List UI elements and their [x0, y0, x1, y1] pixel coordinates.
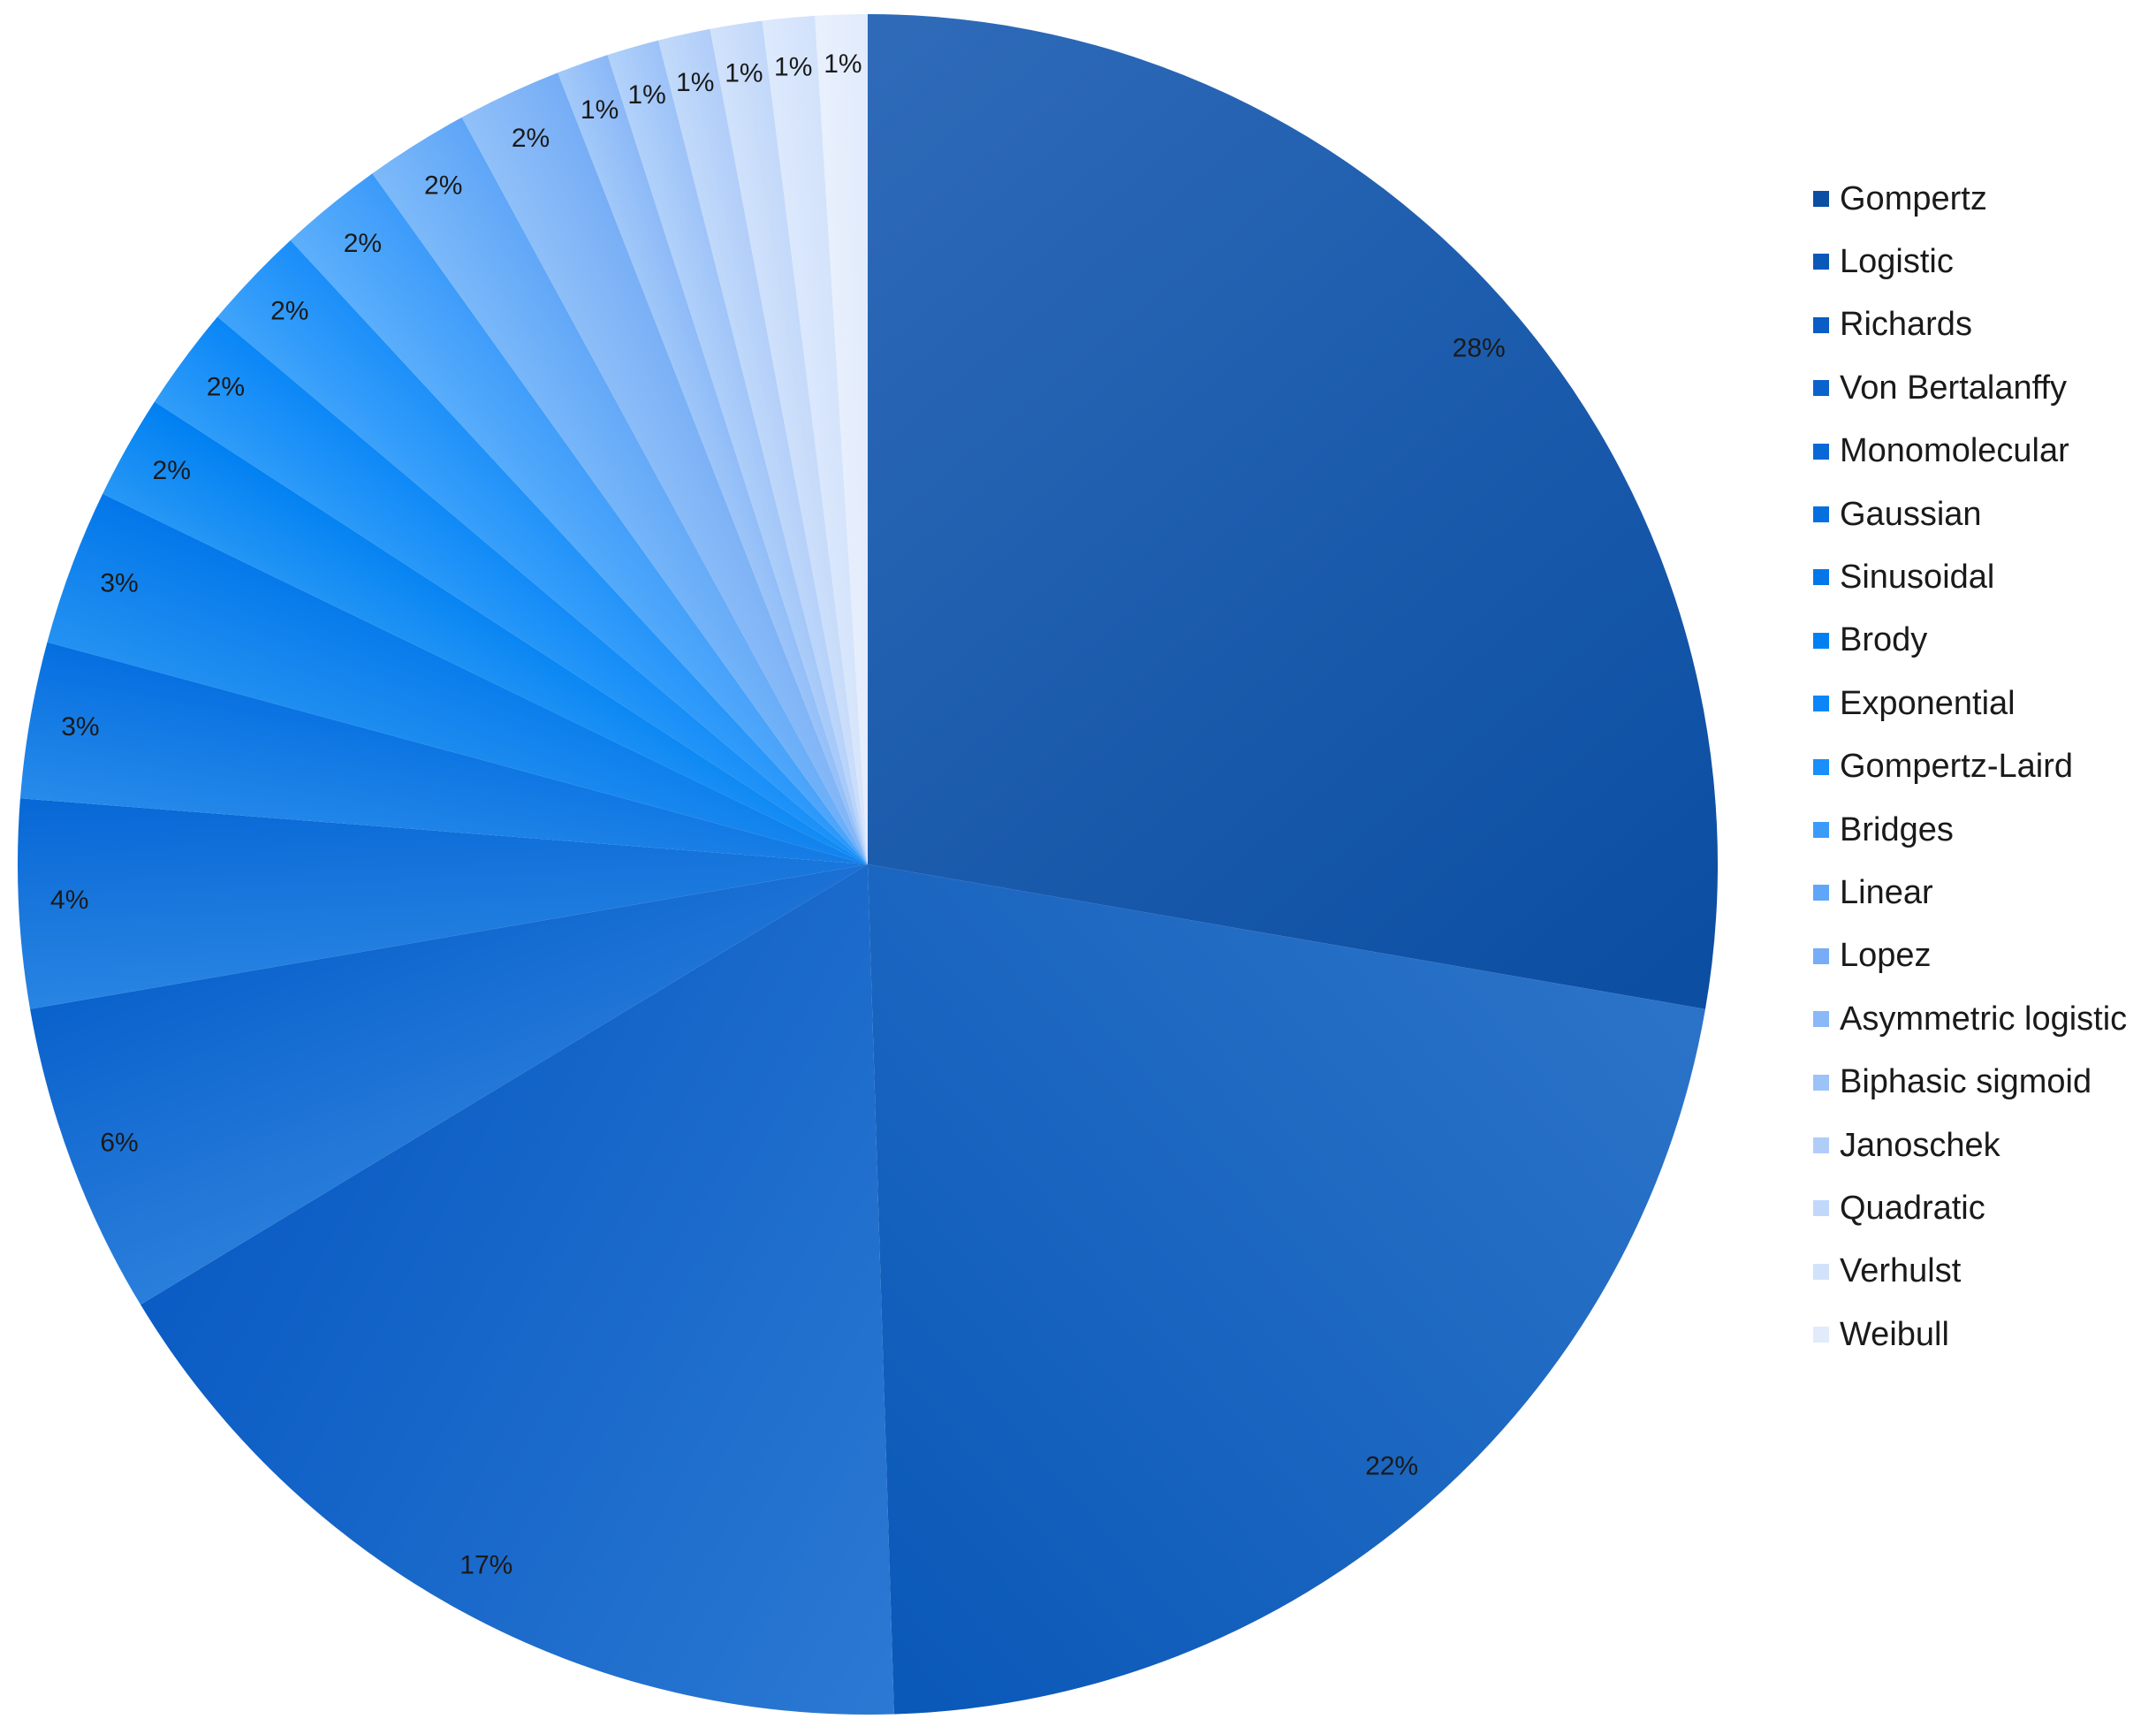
legend-label: Biphasic sigmoid: [1840, 1063, 2092, 1101]
legend-swatch: [1813, 1074, 1829, 1091]
legend-label: Gaussian: [1840, 495, 1982, 533]
legend-label: Lopez: [1840, 937, 1932, 975]
legend-label: Verhulst: [1840, 1252, 1962, 1290]
legend-item-richards: Richards: [1813, 303, 1972, 347]
legend-item-asymmetric-logistic: Asymmetric logistic: [1813, 997, 2127, 1041]
data-label-exponential: 2%: [207, 373, 245, 402]
data-label-gompertz-laird: 2%: [270, 297, 308, 326]
legend-label: Gompertz: [1840, 179, 1987, 217]
pie-slices: [18, 14, 1719, 1715]
data-label-monomolecular: 4%: [50, 886, 88, 915]
pie-slice-monomolecular: [18, 798, 869, 1009]
legend-item-monomolecular: Monomolecular: [1813, 430, 2069, 474]
data-label-richards: 17%: [459, 1551, 512, 1580]
data-label-gaussian: 3%: [61, 712, 99, 742]
legend-label: Linear: [1840, 873, 1933, 911]
legend-swatch: [1813, 1200, 1829, 1217]
legend-item-brody: Brody: [1813, 619, 1927, 663]
legend-item-quadratic: Quadratic: [1813, 1186, 1985, 1230]
legend-item-lopez: Lopez: [1813, 934, 1932, 978]
pie-slice-weibull: [815, 14, 868, 864]
legend-item-von-bertalanffy: Von Bertalanffy: [1813, 366, 2067, 410]
legend-swatch: [1813, 443, 1829, 460]
legend-swatch: [1813, 1263, 1829, 1280]
legend-swatch: [1813, 1137, 1829, 1153]
data-label-verhulst: 1%: [774, 53, 812, 82]
pie-slice-brody: [102, 401, 868, 865]
legend-label: Von Bertalanffy: [1840, 369, 2068, 407]
legend-item-sinusoidal: Sinusoidal: [1813, 555, 1994, 599]
legend-swatch: [1813, 316, 1829, 333]
pie-slice-gompertz: [868, 14, 1719, 1009]
data-label-brody: 2%: [153, 456, 191, 485]
legend-label: Monomolecular: [1840, 432, 2069, 470]
legend-label: Logistic: [1840, 242, 1954, 280]
legend-swatch: [1813, 696, 1829, 712]
data-label-bridges: 2%: [344, 229, 382, 258]
legend-label: Exponential: [1840, 684, 2016, 722]
legend-swatch: [1813, 569, 1829, 586]
data-label-weibull: 1%: [824, 49, 862, 79]
data-label-linear: 2%: [424, 171, 462, 201]
legend-swatch: [1813, 1011, 1829, 1028]
legend-swatch: [1813, 758, 1829, 775]
data-label-gompertz: 28%: [1453, 333, 1506, 362]
pie-slice-asymmetric-logistic: [558, 55, 868, 865]
pie-slice-linear: [372, 117, 868, 864]
data-label-asymmetric-logistic: 1%: [581, 95, 619, 125]
legend-label: Sinusoidal: [1840, 558, 1995, 596]
legend-item-bridges: Bridges: [1813, 808, 1954, 852]
legend-item-linear: Linear: [1813, 871, 1933, 915]
legend-label: Janoschek: [1840, 1126, 2000, 1164]
legend-swatch: [1813, 254, 1829, 270]
legend-label: Quadratic: [1840, 1189, 1985, 1227]
data-label-logistic: 22%: [1365, 1452, 1418, 1481]
pie-slice-biphasic-sigmoid: [607, 40, 868, 864]
legend-item-exponential: Exponential: [1813, 681, 2016, 726]
pie-slice-gompertz-laird: [217, 240, 868, 865]
legend-label: Gompertz-Laird: [1840, 748, 2073, 786]
legend-item-gompertz-laird: Gompertz-Laird: [1813, 745, 2073, 789]
legend-item-weibull: Weibull: [1813, 1312, 1949, 1357]
legend-item-biphasic-sigmoid: Biphasic sigmoid: [1813, 1061, 2091, 1105]
pie-slice-gaussian: [19, 642, 869, 864]
legend-item-gompertz: Gompertz: [1813, 177, 1987, 221]
pie-slice-logistic: [868, 864, 1705, 1715]
legend-item-janoschek: Janoschek: [1813, 1123, 2000, 1168]
pie-slice-lopez: [461, 72, 868, 865]
legend-item-verhulst: Verhulst: [1813, 1250, 1961, 1294]
legend-label: Richards: [1840, 306, 1972, 344]
data-label-lopez: 2%: [512, 124, 550, 153]
legend-label: Brody: [1840, 621, 1928, 659]
pie-data-labels: 28% 22% 17% 6% 4% 3% 3% 2% 2% 2% 2% 2% 2% 1% 1% 1% 1% 1% 1…: [50, 49, 1506, 1579]
legend-swatch: [1813, 380, 1829, 397]
legend-swatch: [1813, 822, 1829, 838]
pie-slice-verhulst: [762, 15, 868, 865]
data-label-von-bertalanffy: 6%: [100, 1129, 138, 1158]
legend-label: Asymmetric logistic: [1840, 1000, 2128, 1038]
pie-slice-richards: [140, 864, 894, 1715]
legend-swatch: [1813, 885, 1829, 901]
pie-slice-exponential: [154, 316, 868, 864]
legend-label: Bridges: [1840, 810, 1954, 848]
pie-slice-janoschek: [658, 28, 868, 864]
data-label-janoschek: 1%: [676, 68, 714, 97]
data-label-quadratic: 1%: [725, 59, 763, 88]
pie-plot: 28% 22% 17% 6% 4% 3% 3% 2% 2% 2% 2% 2% 2% 1% 1% 1% 1% 1% 1…: [18, 14, 1719, 1715]
legend-label: Weibull: [1840, 1315, 1949, 1353]
legend-swatch: [1813, 947, 1829, 964]
legend-swatch: [1813, 506, 1829, 522]
pie-slice-sinusoidal: [47, 493, 869, 864]
legend-swatch: [1813, 1327, 1829, 1343]
legend-item-logistic: Logistic: [1813, 240, 1954, 284]
data-label-sinusoidal: 3%: [100, 568, 138, 597]
pie-slice-bridges: [290, 173, 869, 865]
legend-swatch: [1813, 632, 1829, 649]
legend-swatch: [1813, 191, 1829, 207]
data-label-biphasic-sigmoid: 1%: [627, 80, 665, 110]
pie-slice-quadratic: [710, 20, 868, 864]
legend-item-gaussian: Gaussian: [1813, 492, 1982, 536]
pie-slice-von-bertalanffy: [30, 864, 869, 1305]
